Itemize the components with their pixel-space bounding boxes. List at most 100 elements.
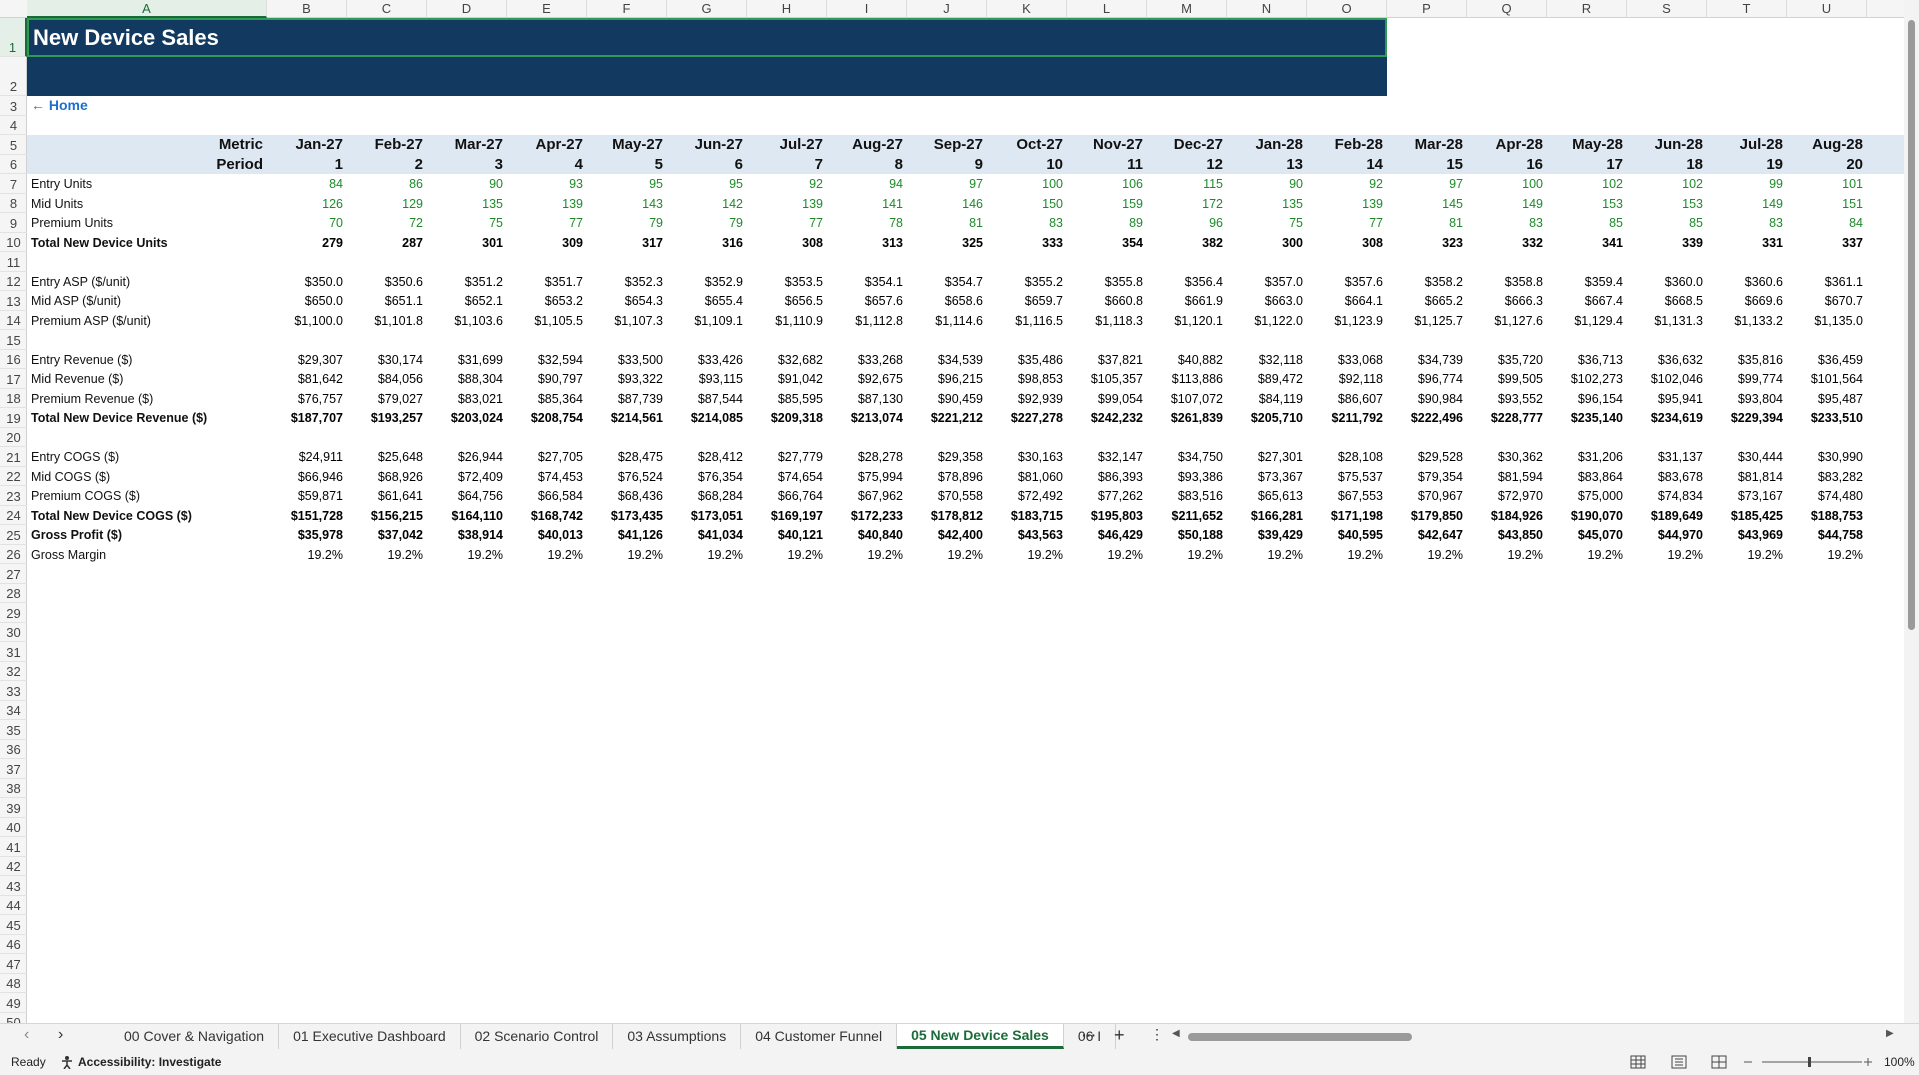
value-cell: $74,654 [777,469,823,484]
value-cell: 19.2% [387,547,423,562]
value-cell: $208,754 [530,411,583,425]
value-cell: $98,853 [1017,372,1063,386]
tab-next[interactable]: › [58,1026,64,1043]
row-number: 41 [0,837,27,857]
value-cell: $38,914 [457,528,503,542]
value-cell: $43,850 [1497,528,1543,542]
value-cell: $90,459 [937,391,983,406]
add-sheet[interactable]: + [1114,1025,1125,1045]
column-letter: Q [1467,0,1547,18]
value-cell: $178,812 [930,508,983,523]
month-header: Dec-27 [1173,136,1223,153]
month-header: May-28 [1572,136,1623,153]
row-label: Total New Device Units [31,235,168,250]
value-cell: $352.3 [624,274,663,289]
tab-prev[interactable]: ‹ [24,1026,30,1043]
zoom-slider[interactable] [1742,1054,1872,1070]
row-label: Entry ASP ($/unit) [31,274,131,289]
value-cell: $81,814 [1737,469,1783,484]
value-cell: $83,021 [457,391,503,406]
row-number: 2 [0,57,27,96]
value-cell: 84 [329,177,343,191]
value-cell: 79 [649,216,663,230]
value-cell: $351.2 [464,274,503,289]
hscroll-left[interactable]: ◀ [1172,1028,1180,1039]
value-cell: 332 [1522,235,1543,250]
horizontal-scrollbar[interactable] [1188,1033,1412,1041]
value-cell: 287 [402,235,423,250]
title-band [27,18,1387,96]
sheet-tab[interactable]: 05 New Device Sales [897,1024,1064,1049]
value-cell: $43,563 [1017,528,1063,542]
value-cell: 102 [1682,177,1703,191]
column-letter: M [1147,0,1227,18]
accessibility-status[interactable]: Accessibility: Investigate [78,1055,222,1069]
sheet-tab[interactable]: 03 Assumptions [613,1024,742,1049]
value-cell: $66,584 [537,489,583,503]
view-buttons[interactable] [1630,1054,1730,1070]
value-cell: $30,990 [1817,450,1863,464]
sheet-tab[interactable]: 02 Scenario Control [461,1024,614,1049]
value-cell: $666.3 [1504,294,1543,308]
sheet-tab[interactable]: 00 Cover & Navigation [110,1024,280,1049]
value-cell: 70 [329,216,343,230]
value-cell: 19.2% [707,547,743,562]
row-number: 46 [0,935,27,954]
value-cell: $93,115 [698,372,743,386]
value-cell: 78 [889,216,903,230]
value-cell: 143 [642,196,663,211]
column-letter: D [427,0,507,18]
tab-options[interactable]: ⋮ [1150,1026,1164,1042]
value-cell: $92,118 [1338,372,1383,386]
home-link[interactable]: ← Home [31,97,88,113]
row-number: 21 [0,447,27,467]
sheet-tab[interactable]: 04 Customer Funnel [741,1024,898,1049]
value-cell: $42,647 [1417,528,1463,542]
value-cell: $35,816 [1737,352,1783,367]
month-header: Sep-27 [933,136,983,153]
value-cell: 331 [1762,235,1783,250]
value-cell: 100 [1522,177,1543,191]
value-cell: $79,354 [1417,469,1463,484]
column-header-bar [0,0,1904,18]
row-number: 45 [0,915,27,935]
vertical-scrollbar[interactable] [1904,0,1919,1023]
value-cell: $66,764 [777,489,823,503]
value-cell: $650.0 [304,294,343,308]
value-cell: $35,720 [1497,352,1543,367]
sheet-tab[interactable]: 01 Executive Dashboard [279,1024,461,1049]
value-cell: $29,307 [297,352,343,367]
value-cell: $33,426 [697,352,743,367]
hscroll-right[interactable]: ▶ [1886,1028,1894,1039]
period-number: 3 [494,155,503,173]
value-cell: $195,803 [1090,508,1143,523]
zoom-level[interactable]: 100% [1884,1055,1915,1069]
column-letter: T [1707,0,1787,18]
row-label: Premium Revenue ($) [31,391,154,406]
value-cell: $32,147 [1097,450,1143,464]
value-cell: $261,839 [1170,411,1223,425]
value-cell: 81 [969,216,983,230]
value-cell: $67,553 [1337,489,1383,503]
month-header: Apr-27 [535,136,583,153]
value-cell: $113,886 [1171,372,1223,386]
more-tabs[interactable]: ··· [1082,1027,1096,1043]
value-cell: $45,070 [1577,528,1623,542]
value-cell: 313 [882,235,903,250]
value-cell: $189,649 [1650,508,1703,523]
value-cell: $36,459 [1817,352,1863,367]
scroll-thumb[interactable] [1908,20,1915,630]
value-cell: 337 [1842,235,1863,250]
value-cell: $105,357 [1090,372,1143,386]
value-cell: $173,051 [690,508,743,523]
value-cell: 19.2% [1027,547,1063,562]
sheet-tab[interactable]: 06 I [1064,1024,1117,1049]
value-cell: 19.2% [947,547,983,562]
value-cell: 19.2% [1107,547,1143,562]
value-cell: $35,978 [297,528,343,542]
value-cell: $77,262 [1097,489,1143,503]
value-cell: $193,257 [370,411,423,425]
value-cell: $50,188 [1177,528,1223,542]
value-cell: $354.1 [864,274,903,289]
value-cell: $1,123.9 [1334,313,1383,328]
